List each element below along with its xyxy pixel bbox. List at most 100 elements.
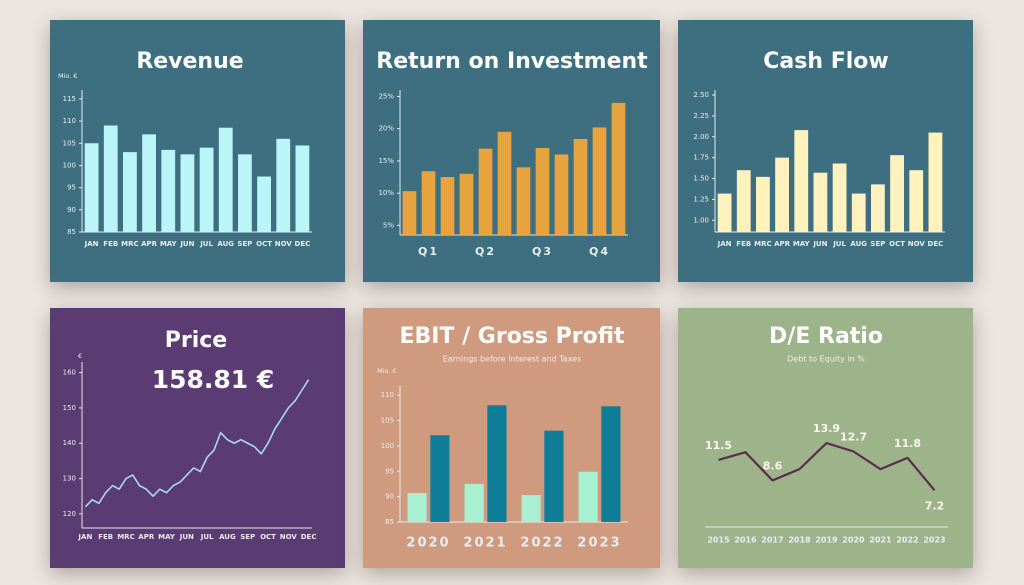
x-tick-label: MAY <box>160 240 178 248</box>
x-tick-label: Q3 <box>532 245 553 258</box>
bar <box>123 152 137 232</box>
y-tick-label: 1.00 <box>693 216 709 224</box>
y-tick-label: 25% <box>378 92 394 100</box>
x-tick-label: APR <box>138 533 155 541</box>
bar <box>592 127 607 235</box>
bar <box>601 406 621 522</box>
y-tick-label: 95 <box>67 184 76 192</box>
x-tick-label: Q1 <box>418 245 439 258</box>
bar <box>909 170 924 232</box>
chart-subtitle: Debt to Equity in % <box>787 355 865 364</box>
chart-title: Price <box>165 328 227 353</box>
x-tick-label: 2020 <box>406 536 450 551</box>
bar <box>775 157 789 232</box>
bar <box>142 134 156 232</box>
y-tick-label: 160 <box>63 369 76 377</box>
x-tick-label: SEP <box>237 240 252 248</box>
y-tick-label: 90 <box>385 493 394 501</box>
x-tick-label: JAN <box>84 240 99 248</box>
y-tick-label: 90 <box>67 206 76 214</box>
x-tick-label: 2021 <box>463 536 507 551</box>
bar <box>459 173 474 235</box>
x-tick-label: MRC <box>121 240 139 248</box>
x-tick-label: APR <box>774 240 791 248</box>
panel <box>50 308 345 568</box>
y-tick-label: 95 <box>385 467 394 475</box>
data-label: 12.7 <box>840 431 867 444</box>
y-tick-label: 110 <box>381 391 394 399</box>
panel <box>678 308 973 568</box>
x-tick-label: 2019 <box>815 536 838 545</box>
y-tick-label: 2.00 <box>693 133 709 141</box>
x-tick-label: DEC <box>301 533 317 541</box>
y-tick-label: 1.50 <box>693 175 709 183</box>
bar <box>516 167 531 235</box>
data-label: 11.5 <box>705 439 732 452</box>
x-tick-label: JAN <box>717 240 732 248</box>
x-tick-label: FEB <box>103 240 118 248</box>
bar <box>554 154 569 235</box>
y-tick-label: 100 <box>63 161 76 169</box>
x-tick-label: JUL <box>199 240 213 248</box>
x-tick-label: AUG <box>850 240 867 248</box>
bar <box>103 125 118 232</box>
bar <box>832 163 847 232</box>
x-tick-label: JUN <box>179 533 194 541</box>
x-tick-label: 2022 <box>896 536 918 545</box>
bar <box>871 184 885 232</box>
y-axis-label: Mio. € <box>58 72 78 80</box>
bar <box>440 177 455 235</box>
x-tick-label: 2015 <box>707 536 730 545</box>
bar <box>478 148 493 235</box>
x-tick-label: FEB <box>98 533 113 541</box>
x-tick-label: 2016 <box>734 536 757 545</box>
x-tick-label: MAY <box>793 240 811 248</box>
y-tick-label: 5% <box>383 221 394 229</box>
y-tick-label: 120 <box>63 510 76 518</box>
bar <box>611 102 626 235</box>
x-tick-label: MAY <box>158 533 176 541</box>
y-tick-label: 140 <box>63 439 76 447</box>
bar <box>407 493 427 522</box>
chart-title: D/E Ratio <box>769 324 883 349</box>
x-tick-label: JUN <box>812 240 827 248</box>
bar <box>257 176 271 232</box>
x-tick-label: MRC <box>117 533 135 541</box>
x-tick-label: JUN <box>179 240 194 248</box>
bar <box>535 148 550 235</box>
y-tick-label: 1.75 <box>693 154 709 162</box>
y-tick-label: 105 <box>381 417 394 425</box>
x-tick-label: AUG <box>217 240 234 248</box>
chart-title: Cash Flow <box>763 49 888 74</box>
bar <box>430 435 450 522</box>
y-tick-label: 100 <box>381 442 394 450</box>
bar <box>487 405 507 522</box>
bar <box>464 483 484 522</box>
y-tick-label: 2.25 <box>693 112 709 120</box>
chart-title: EBIT / Gross Profit <box>399 324 625 349</box>
x-tick-label: OCT <box>889 240 905 248</box>
bar <box>717 193 732 232</box>
x-tick-label: Q2 <box>475 245 496 258</box>
bar <box>402 191 417 235</box>
bar <box>276 138 291 232</box>
x-tick-label: JUL <box>832 240 846 248</box>
data-label: 7.2 <box>925 499 945 512</box>
y-tick-label: 85 <box>67 228 76 236</box>
x-tick-label: OCT <box>256 240 272 248</box>
y-tick-label: 15% <box>378 157 394 165</box>
panel <box>363 20 660 282</box>
chart-subtitle: Earnings before Interest and Taxes <box>443 355 582 364</box>
bar <box>928 132 943 232</box>
line <box>718 441 936 492</box>
x-tick-label: 2017 <box>761 536 783 545</box>
x-tick-label: JUL <box>200 533 214 541</box>
x-tick-label: APR <box>141 240 158 248</box>
bar <box>199 147 214 232</box>
x-tick-label: 2023 <box>577 536 621 551</box>
x-tick-label: 2018 <box>788 536 811 545</box>
x-tick-label: DEC <box>928 240 944 248</box>
bar <box>736 170 751 232</box>
bar <box>521 495 541 522</box>
x-tick-label: 2022 <box>520 536 564 551</box>
